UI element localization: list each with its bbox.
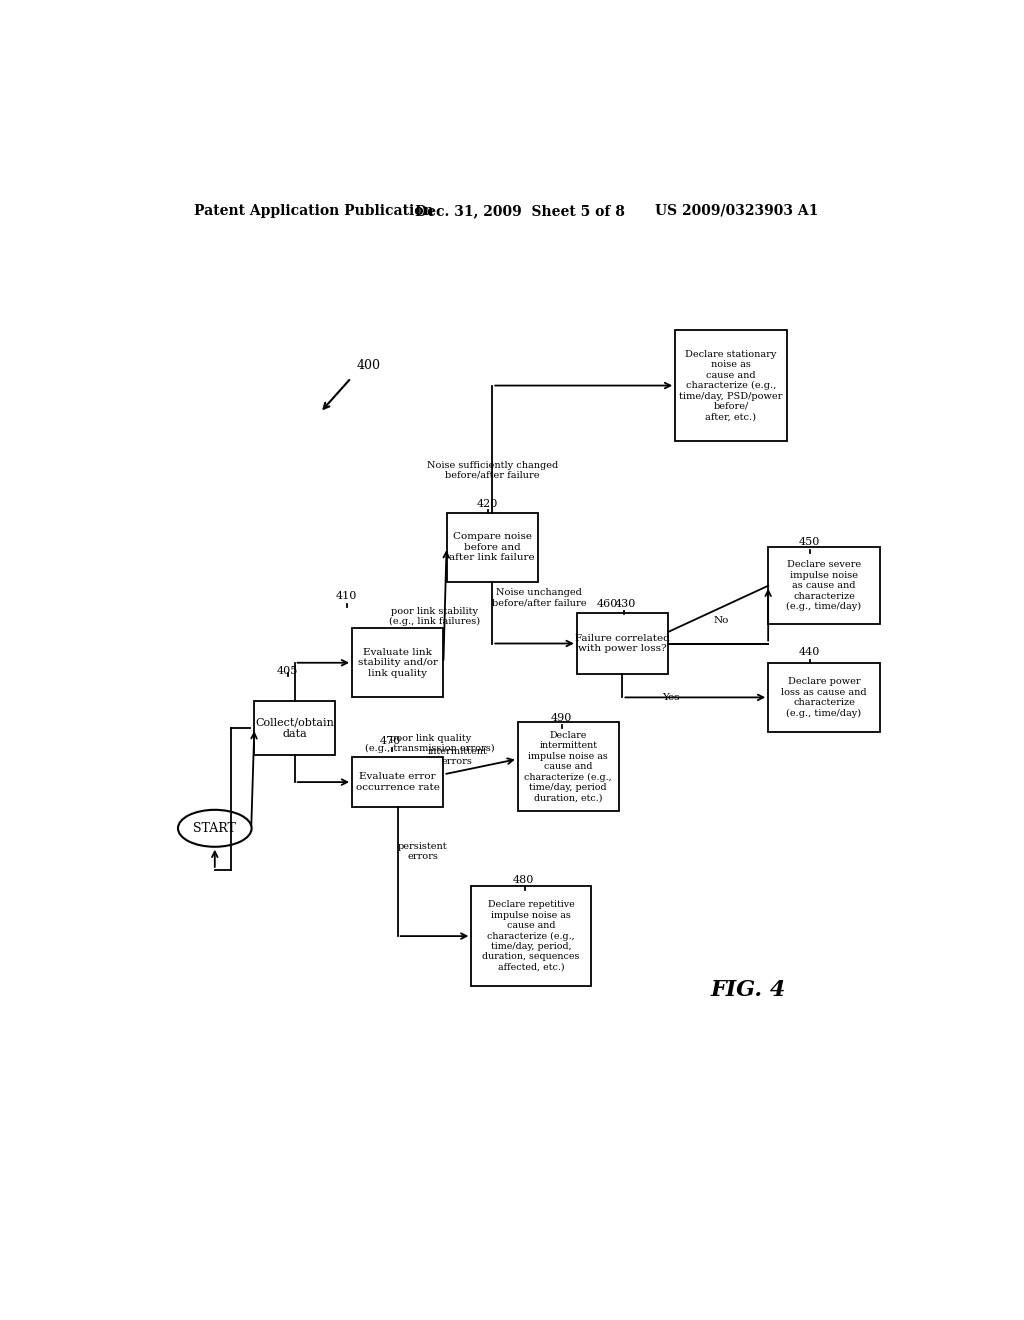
- Ellipse shape: [178, 810, 252, 847]
- Text: Declare
intermittent
impulse noise as
cause and
characterize (e.g.,
time/day, pe: Declare intermittent impulse noise as ca…: [524, 731, 612, 803]
- Text: Compare noise
before and
after link failure: Compare noise before and after link fail…: [450, 532, 536, 562]
- Text: Declare severe
impulse noise
as cause and
characterize
(e.g., time/day): Declare severe impulse noise as cause an…: [786, 561, 861, 611]
- Text: 480: 480: [513, 875, 535, 884]
- Text: Dec. 31, 2009  Sheet 5 of 8: Dec. 31, 2009 Sheet 5 of 8: [415, 203, 625, 218]
- Text: 490: 490: [550, 713, 571, 723]
- Bar: [471, 886, 591, 986]
- Text: Collect/obtain
data: Collect/obtain data: [255, 717, 334, 739]
- Text: Evaluate link
stability and/or
link quality: Evaluate link stability and/or link qual…: [357, 648, 437, 677]
- Text: Declare repetitive
impulse noise as
cause and
characterize (e.g.,
time/day, peri: Declare repetitive impulse noise as caus…: [482, 900, 580, 972]
- Text: 430: 430: [614, 599, 636, 609]
- Text: 460: 460: [597, 599, 618, 609]
- Bar: [768, 663, 881, 733]
- Text: 410: 410: [336, 591, 357, 601]
- Text: Noise sufficiently changed
before/after failure: Noise sufficiently changed before/after …: [427, 461, 558, 480]
- Text: 420: 420: [477, 499, 498, 508]
- Text: Failure correlated
with power loss?: Failure correlated with power loss?: [575, 634, 670, 653]
- Bar: [577, 614, 669, 673]
- Bar: [254, 701, 335, 755]
- Text: 470: 470: [380, 737, 401, 746]
- Text: intermittent
errors: intermittent errors: [427, 747, 487, 767]
- Text: Patent Application Publication: Patent Application Publication: [194, 203, 433, 218]
- Text: Declare stationary
noise as
cause and
characterize (e.g.,
time/day, PSD/power
be: Declare stationary noise as cause and ch…: [679, 350, 782, 421]
- Text: START: START: [194, 822, 237, 834]
- Text: poor link quality
(e.g., transmission errors): poor link quality (e.g., transmission er…: [366, 734, 495, 754]
- Text: Noise unchanged
before/after failure: Noise unchanged before/after failure: [492, 587, 586, 607]
- Bar: [446, 512, 538, 582]
- Text: Evaluate error
occurrence rate: Evaluate error occurrence rate: [355, 772, 439, 792]
- Text: 405: 405: [276, 665, 298, 676]
- Text: FIG. 4: FIG. 4: [711, 979, 785, 1001]
- Text: persistent
errors: persistent errors: [397, 842, 447, 861]
- Text: US 2009/0323903 A1: US 2009/0323903 A1: [655, 203, 818, 218]
- Text: poor link stability
(e.g., link failures): poor link stability (e.g., link failures…: [388, 607, 479, 626]
- Text: No: No: [713, 616, 728, 624]
- Bar: [352, 758, 443, 807]
- Bar: [675, 330, 787, 441]
- Text: 400: 400: [356, 359, 381, 372]
- Bar: [352, 628, 443, 697]
- Text: 440: 440: [799, 647, 820, 657]
- Text: Declare power
loss as cause and
characterize
(e.g., time/day): Declare power loss as cause and characte…: [781, 677, 866, 718]
- Text: 450: 450: [799, 537, 820, 548]
- Bar: [768, 548, 881, 624]
- Bar: [518, 722, 618, 810]
- Text: Yes: Yes: [662, 693, 679, 702]
